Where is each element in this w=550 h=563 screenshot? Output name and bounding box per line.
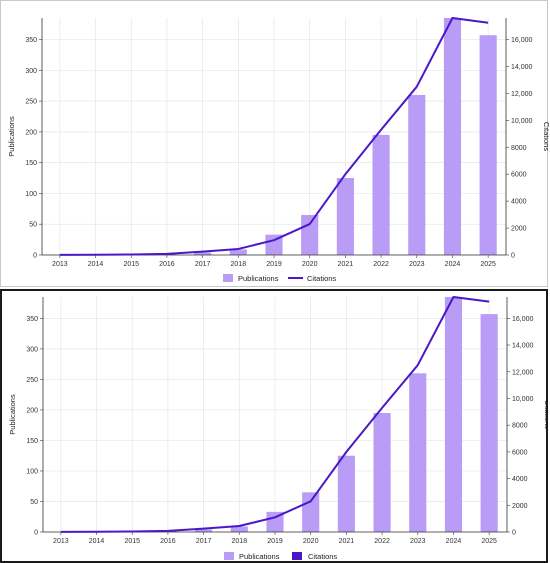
legend-publications-label: Publications: [239, 552, 280, 561]
left-tick-label: 50: [30, 499, 38, 506]
x-tick-label: 2018: [232, 538, 248, 545]
x-tick-label: 2016: [160, 538, 176, 545]
right-tick-label: 0: [512, 530, 516, 537]
legend-citations-swatch: [292, 552, 302, 560]
right-tick-label: 8000: [512, 423, 528, 430]
right-tick-label: 2000: [511, 226, 527, 233]
x-tick-label: 2025: [481, 538, 497, 545]
right-tick-label: 16,000: [512, 316, 534, 323]
left-tick-label: 300: [26, 346, 38, 353]
publications-bar: [336, 178, 354, 255]
right-axis-title: Citations: [543, 400, 546, 429]
left-tick-label: 250: [26, 377, 38, 384]
x-tick-label: 2018: [231, 261, 247, 268]
publications-bar: [230, 526, 248, 532]
right-axis-title: Citations: [542, 122, 549, 151]
x-tick-label: 2021: [339, 538, 355, 545]
legend-publications-swatch: [223, 274, 233, 282]
x-tick-label: 2024: [445, 261, 461, 268]
publications-bar: [443, 18, 462, 255]
x-tick-label: 2022: [374, 538, 390, 545]
publications-bar: [266, 511, 284, 532]
right-tick-label: 14,000: [512, 343, 534, 350]
x-tick-label: 2013: [53, 538, 69, 545]
right-tick-label: 16,000: [511, 37, 533, 44]
x-tick-label: 2023: [410, 538, 426, 545]
x-tick-label: 2024: [446, 538, 462, 545]
right-tick-label: 10,000: [511, 118, 533, 125]
publications-bar: [408, 94, 426, 255]
publications-bar: [480, 314, 498, 532]
citations-line: [59, 17, 489, 256]
publications-bar: [479, 35, 497, 256]
x-tick-label: 2021: [338, 261, 354, 268]
left-tick-label: 50: [29, 222, 37, 229]
publications-bar: [373, 412, 391, 532]
right-tick-label: 12,000: [511, 91, 533, 98]
right-tick-label: 2000: [512, 503, 528, 510]
left-axis-title: Publications: [8, 394, 17, 435]
x-tick-label: 2022: [373, 261, 389, 268]
chart-top: 0 50 100 150 200 250 300 350 0 2000 4000 6000 8000 10…: [7, 17, 549, 283]
right-tick-label: 6000: [511, 172, 527, 179]
chart-bottom: 0 50 100 150 200 250 300 350 0 2000 4000 6000 8000 10…: [8, 296, 546, 561]
legend-publications-label: Publications: [238, 274, 279, 283]
left-axis-title: Publications: [7, 116, 16, 157]
publications-bar: [229, 249, 247, 255]
x-tick-label: 2020: [303, 538, 319, 545]
left-tick-label: 200: [25, 129, 37, 136]
left-tick-label: 150: [26, 438, 38, 445]
publications-bar: [409, 373, 427, 532]
x-tick-label: 2017: [195, 261, 211, 268]
publications-bar: [372, 134, 390, 255]
x-tick-label: 2020: [302, 261, 318, 268]
publications-bar: [337, 455, 355, 532]
left-tick-label: 300: [25, 68, 37, 75]
left-tick-label: 100: [26, 468, 38, 475]
x-tick-label: 2017: [196, 538, 212, 545]
publications-bar: [195, 529, 213, 532]
right-tick-label: 14,000: [511, 64, 533, 71]
x-tick-label: 2015: [124, 538, 140, 545]
x-tick-label: 2014: [88, 261, 104, 268]
left-tick-label: 150: [25, 160, 37, 167]
right-tick-label: 12,000: [512, 369, 534, 376]
right-tick-label: 10,000: [512, 396, 534, 403]
publications-bar: [265, 234, 283, 255]
left-tick-label: 350: [25, 37, 37, 44]
right-tick-label: 4000: [512, 476, 528, 483]
x-tick-label: 2013: [52, 261, 68, 268]
x-tick-label: 2019: [267, 538, 283, 545]
right-tick-label: 6000: [512, 449, 528, 456]
left-tick-label: 250: [25, 99, 37, 106]
x-tick-label: 2025: [480, 261, 496, 268]
left-tick-label: 0: [33, 253, 37, 260]
publications-bar: [302, 492, 320, 532]
chart-panel-bottom: 0 50 100 150 200 250 300 350 0 2000 4000 6000 8000 10…: [0, 289, 548, 563]
left-tick-label: 350: [26, 316, 38, 323]
x-tick-label: 2015: [123, 261, 139, 268]
x-tick-label: 2014: [89, 538, 105, 545]
publications-bar: [301, 214, 319, 255]
legend-citations-label: Citations: [308, 552, 337, 561]
publications-bar: [194, 252, 212, 255]
left-tick-label: 0: [34, 530, 38, 537]
left-tick-label: 100: [25, 191, 37, 198]
right-tick-label: 8000: [511, 145, 527, 152]
legend-publications-swatch: [224, 552, 234, 560]
x-tick-label: 2016: [159, 261, 175, 268]
x-tick-label: 2019: [266, 261, 282, 268]
right-tick-label: 4000: [511, 199, 527, 206]
publications-bar: [444, 297, 463, 532]
left-tick-label: 200: [26, 407, 38, 414]
citations-line: [60, 296, 490, 533]
chart-panel-top: 0 50 100 150 200 250 300 350 0 2000 4000 6000 8000 10…: [0, 0, 549, 287]
legend-citations-label: Citations: [307, 274, 336, 283]
right-tick-label: 0: [511, 253, 515, 260]
x-tick-label: 2023: [409, 261, 425, 268]
